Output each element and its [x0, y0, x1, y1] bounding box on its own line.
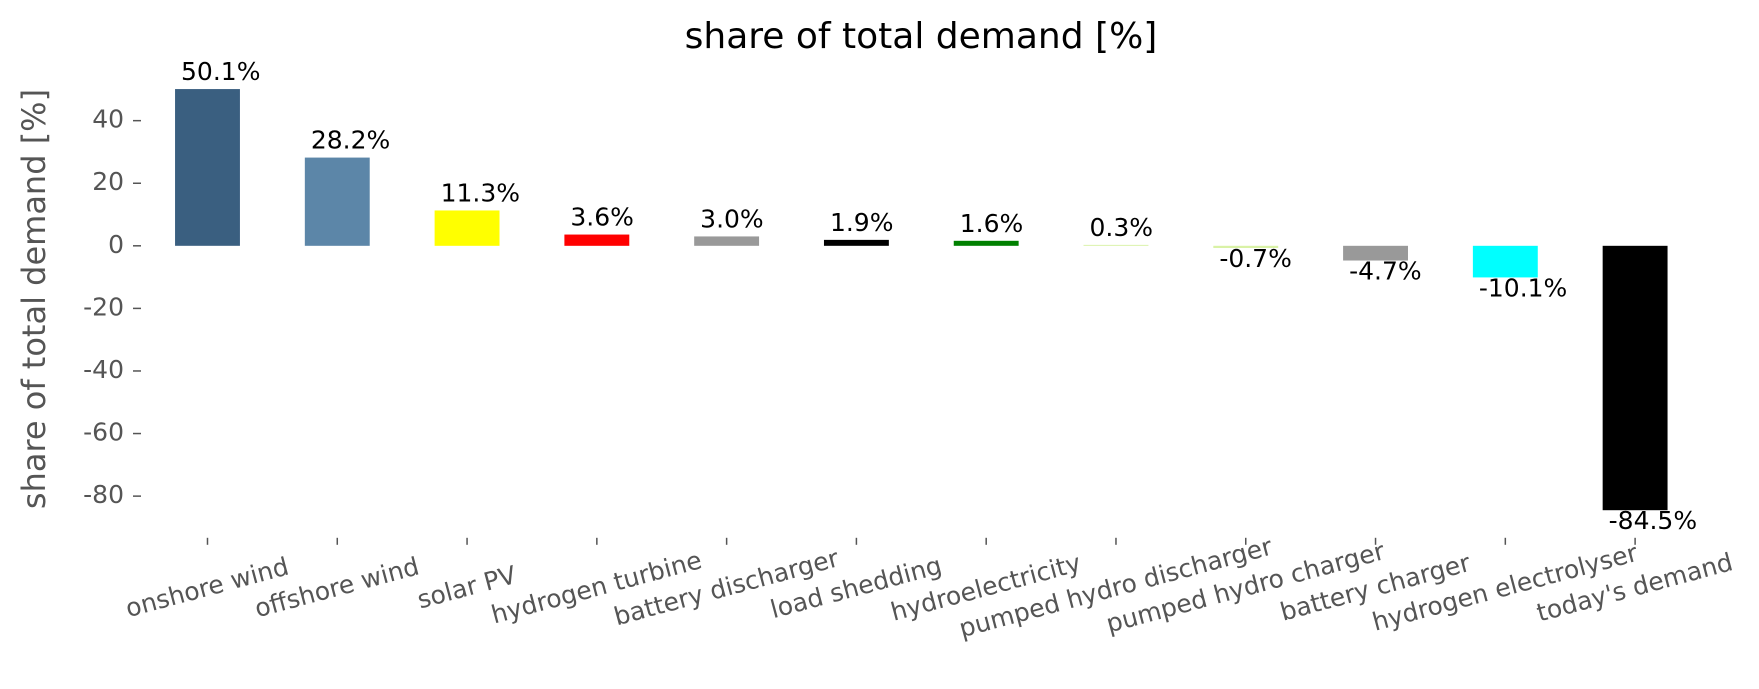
value-label: 50.1% [181, 57, 260, 86]
value-label: -10.1% [1479, 273, 1567, 302]
value-label: 3.6% [570, 203, 634, 232]
value-label: 3.0% [700, 204, 764, 233]
value-label: 11.3% [441, 178, 520, 207]
bar [304, 157, 370, 246]
bar [1343, 245, 1408, 261]
bar [434, 210, 500, 246]
value-label: 0.3% [1090, 213, 1154, 242]
bar [1213, 245, 1279, 249]
y-tick-label: -40 [83, 355, 124, 384]
y-tick-label: -80 [83, 480, 124, 509]
bar [694, 236, 760, 246]
bar [1472, 245, 1538, 278]
bar [823, 239, 889, 246]
value-label: -84.5% [1609, 506, 1697, 535]
value-label: 1.9% [830, 208, 894, 237]
bar [1602, 245, 1668, 511]
y-tick-label: 20 [92, 167, 124, 196]
bar [564, 234, 630, 246]
value-label: -0.7% [1219, 244, 1292, 273]
value-label: -4.7% [1349, 257, 1422, 286]
y-tick-label: 0 [108, 230, 124, 259]
bar [1083, 244, 1149, 246]
y-axis-label: share of total demand [%] [15, 89, 53, 509]
bar [953, 240, 1019, 246]
value-label: 1.6% [960, 209, 1024, 238]
y-tick-label: 40 [92, 105, 124, 134]
bar [175, 89, 240, 246]
value-label: 28.2% [311, 126, 390, 155]
y-tick-label: -60 [83, 418, 124, 447]
chart-title: share of total demand [%] [685, 16, 1158, 57]
y-tick-label: -20 [83, 292, 124, 321]
